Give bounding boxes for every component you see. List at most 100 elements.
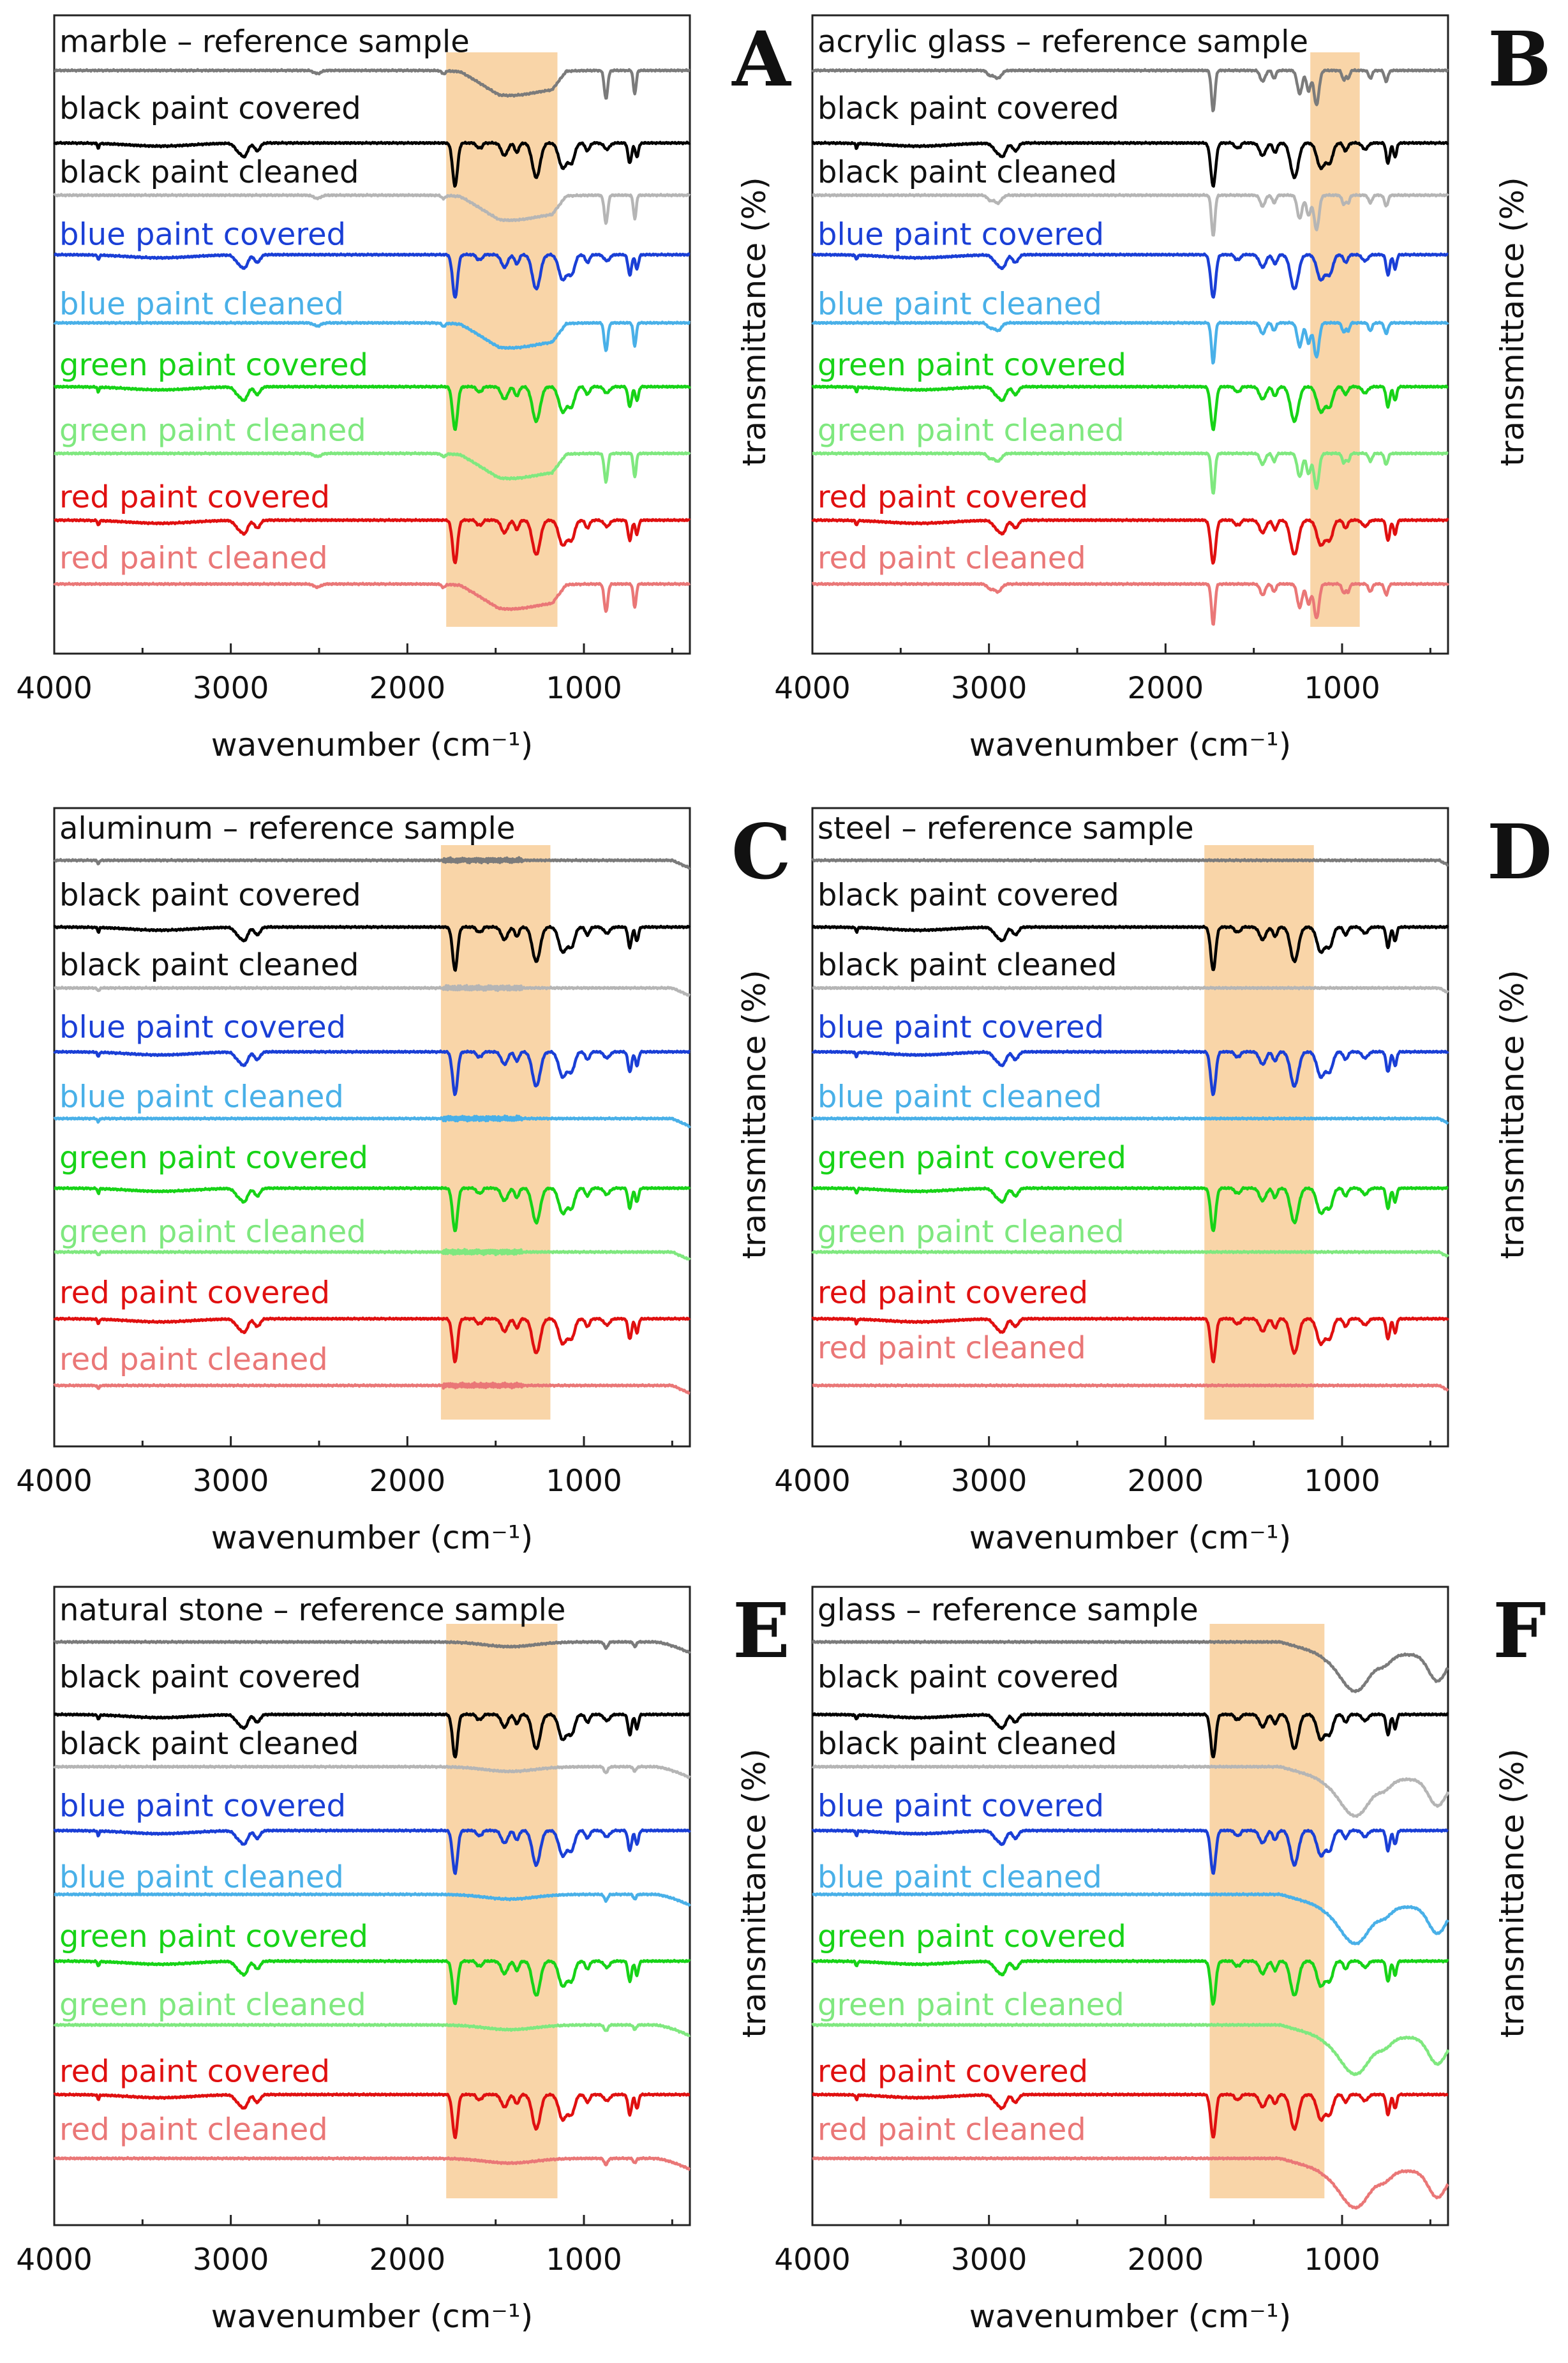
series-label: red paint cleaned: [59, 540, 328, 576]
series-label: red paint cleaned: [818, 1330, 1086, 1366]
series-label: green paint cleaned: [59, 412, 366, 448]
series-line-0: [811, 68, 1449, 112]
panel-d: 4000 3000 2000 1000 wavenumber (cm⁻¹) transmi…: [774, 807, 1552, 1556]
series-line-7: [811, 518, 1449, 565]
series-line-7: [811, 2092, 1449, 2139]
series-label: green paint covered: [59, 1919, 368, 1954]
series-label: green paint cleaned: [818, 1987, 1124, 2023]
series-label: black paint covered: [59, 1659, 361, 1695]
series-line-3: [811, 252, 1449, 299]
series-label: black paint cleaned: [818, 947, 1117, 983]
series-line-2: [53, 984, 691, 997]
series-line-4: [811, 1116, 1449, 1125]
series-label: acrylic glass – reference sample: [818, 24, 1308, 59]
series-label: blue paint cleaned: [59, 1079, 344, 1115]
series-line-8: [811, 1383, 1449, 1392]
y-axis-label: transmittance (%): [736, 177, 773, 466]
x-tick-label: 1000: [1304, 671, 1380, 706]
series-label: red paint covered: [818, 479, 1088, 515]
x-tick-label: 3000: [193, 1464, 269, 1499]
x-tick-label: 4000: [774, 671, 851, 706]
x-axis-label: wavenumber (cm⁻¹): [969, 2298, 1292, 2335]
panel-c: 4000 3000 2000 1000 wavenumber (cm⁻¹) transmi…: [16, 807, 791, 1556]
series-label: marble – reference sample: [59, 24, 470, 59]
panel-letter: B: [1488, 15, 1551, 103]
y-axis-label: transmittance (%): [1494, 1748, 1531, 2037]
series-line-6: [53, 2022, 691, 2037]
series-label: green paint cleaned: [818, 1214, 1124, 1250]
x-axis-label: wavenumber (cm⁻¹): [969, 726, 1292, 763]
series-line-5: [811, 1185, 1449, 1233]
x-tick-label: 1000: [546, 671, 622, 706]
series-label: red paint cleaned: [818, 540, 1086, 576]
series-line-8: [811, 2156, 1449, 2210]
series-line-3: [53, 1049, 691, 1097]
series-line-8: [811, 581, 1449, 626]
series-line-0: [53, 1639, 691, 1654]
axes-frame: [811, 14, 1449, 655]
series-label: aluminum – reference sample: [59, 811, 515, 846]
series-line-7: [53, 518, 691, 564]
series-label: red paint cleaned: [818, 2112, 1086, 2147]
series-label: steel – reference sample: [818, 811, 1194, 846]
series-label: blue paint covered: [818, 1010, 1104, 1046]
series-line-1: [811, 924, 1449, 971]
series-line-4: [53, 320, 691, 352]
x-tick-label: 1000: [546, 1464, 622, 1499]
series-label: black paint covered: [818, 91, 1119, 126]
x-axis-label: wavenumber (cm⁻¹): [211, 2298, 534, 2335]
axes-frame: [811, 807, 1449, 1448]
x-tick-label: 3000: [193, 671, 269, 706]
axes-frame: [811, 1586, 1449, 2226]
x-tick-label: 4000: [774, 2242, 851, 2277]
series-line-2: [811, 986, 1449, 994]
panel-letter: A: [731, 15, 791, 103]
series-line-6: [53, 1248, 691, 1261]
panel-a: 4000 3000 2000 1000 wavenumber (cm⁻¹) transmi…: [16, 14, 791, 763]
y-axis-label: transmittance (%): [1494, 177, 1531, 466]
x-tick-label: 3000: [951, 671, 1027, 706]
series-label: green paint covered: [59, 347, 368, 383]
panel-letter: C: [731, 807, 791, 896]
series-line-6: [811, 2022, 1450, 2076]
series-label: black paint cleaned: [59, 154, 359, 190]
series-line-4: [53, 1892, 691, 1907]
series-line-4: [53, 1114, 691, 1129]
series-line-2: [811, 1764, 1450, 1819]
series-label: red paint cleaned: [59, 1342, 328, 1377]
x-tick-label: 1000: [546, 2242, 622, 2277]
series-line-7: [811, 1316, 1449, 1363]
series-line-5: [811, 1958, 1449, 2006]
series-line-8: [53, 1381, 691, 1395]
series-line-3: [53, 1828, 691, 1875]
series-line-7: [53, 1316, 691, 1363]
x-tick-label: 1000: [1304, 1464, 1380, 1499]
x-tick-label: 3000: [951, 2242, 1027, 2277]
x-tick-label: 2000: [370, 671, 446, 706]
series-line-0: [811, 858, 1449, 867]
x-tick-label: 2000: [1128, 1464, 1204, 1499]
series-label: green paint covered: [818, 1919, 1126, 1954]
y-axis-label: transmittance (%): [736, 970, 773, 1259]
series-line-3: [811, 1828, 1449, 1875]
series-label: green paint cleaned: [59, 1987, 366, 2023]
highlight-band: [1209, 1624, 1325, 2198]
series-label: blue paint cleaned: [818, 287, 1102, 322]
series-line-4: [811, 1892, 1449, 1946]
x-axis-label: wavenumber (cm⁻¹): [969, 1519, 1292, 1556]
series-label: black paint covered: [818, 878, 1119, 913]
series-line-0: [53, 68, 691, 100]
series-line-1: [53, 924, 691, 972]
series-line-0: [53, 856, 691, 870]
series-label: blue paint covered: [59, 217, 346, 253]
series-line-2: [53, 193, 691, 225]
x-axis-label: wavenumber (cm⁻¹): [211, 1519, 534, 1556]
series-label: red paint covered: [59, 479, 330, 515]
series-line-1: [53, 140, 691, 188]
series-label: green paint cleaned: [818, 412, 1124, 448]
x-tick-label: 4000: [16, 671, 93, 706]
series-label: green paint covered: [818, 347, 1126, 383]
panel-e: 4000 3000 2000 1000 wavenumber (cm⁻¹) transmi…: [16, 1586, 790, 2335]
panel-letter: E: [733, 1586, 790, 1675]
x-tick-label: 2000: [370, 1464, 446, 1499]
